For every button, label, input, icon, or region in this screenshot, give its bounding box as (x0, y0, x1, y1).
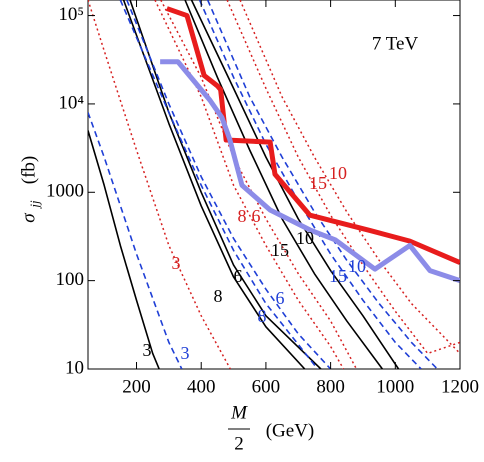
y-label: σ jj (fb) (18, 156, 42, 223)
annotation: 7 TeV (372, 33, 419, 54)
y-tick-label: 100 (56, 269, 85, 290)
curve-label: 10 (296, 228, 314, 248)
series-line (129, 0, 322, 369)
curve-label: 15 (271, 240, 289, 260)
x-label-denominator: 2 (234, 433, 244, 454)
series-line (190, 0, 400, 369)
y-label-unit: (fb) (18, 156, 39, 184)
plot-frame (87, 0, 461, 370)
curve-label: 3 (172, 253, 181, 273)
x-label-unit: (GeV) (266, 420, 315, 441)
series-line (88, 112, 183, 369)
x-tick-label: 1200 (441, 376, 479, 397)
series-line (126, 0, 332, 369)
series-line (198, 0, 422, 369)
x-tick-label: 800 (316, 376, 345, 397)
series-line (88, 130, 160, 369)
x-label-numerator: M (230, 402, 248, 423)
curve-label: 15 (329, 266, 347, 286)
series-line (122, 0, 306, 369)
y-tick-label: 10⁵ (58, 4, 84, 25)
curve-label: 8 (258, 306, 267, 326)
curve-label: 10 (329, 163, 347, 183)
series-line (166, 6, 460, 265)
curve-label: 10 (348, 256, 366, 276)
curve-label: 3 (181, 343, 190, 363)
y-label-symbol: σ (18, 213, 39, 223)
y-tick-label: 1000 (46, 181, 84, 202)
curve-label: 8 (238, 206, 247, 226)
series-line (206, 0, 438, 369)
curve-label: 8 (214, 286, 223, 306)
x-tick-label: 200 (122, 376, 151, 397)
y-tick-label: 10 (65, 357, 84, 378)
curve-label: 6 (234, 266, 243, 286)
curve-label: 3 (143, 340, 152, 360)
y-label-subscript: jj (27, 200, 42, 210)
curve-label: 6 (252, 206, 261, 226)
series-line (88, 0, 231, 369)
series-line (184, 0, 384, 369)
series-line (119, 0, 319, 369)
x-tick-label: 1000 (376, 376, 414, 397)
x-tick-label: 400 (187, 376, 216, 397)
series-line (239, 0, 460, 354)
series-line (160, 59, 460, 284)
y-tick-label: 10⁴ (58, 92, 84, 113)
curves (88, 0, 460, 369)
curve-label: 15 (309, 173, 327, 193)
curve-label: 6 (276, 288, 285, 308)
x-tick-label: 600 (252, 376, 281, 397)
